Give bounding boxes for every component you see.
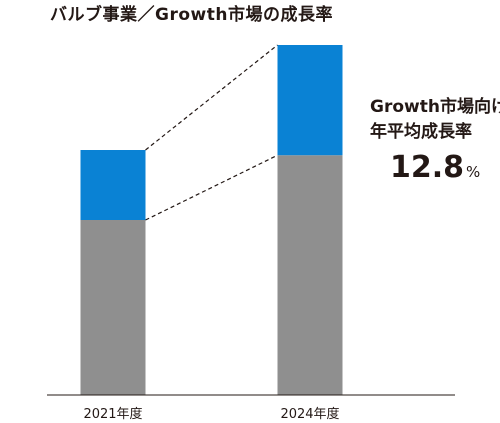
connector-line — [145, 154, 278, 221]
bar-group — [80, 45, 343, 395]
annotation-label-line2: 年平均成長率 — [370, 122, 472, 142]
chart-title: バルブ事業／Growth市場の成長率 — [50, 5, 333, 25]
annotation-label-line1: Growth市場向け — [370, 97, 500, 117]
x-tick-label: 2021年度 — [83, 406, 142, 422]
annotation-unit: % — [466, 163, 481, 181]
growth-rate-annotation: Growth市場向け 年平均成長率 12.8% — [370, 95, 500, 185]
annotation-value-wrap: 12.8% — [370, 150, 495, 185]
x-tick-labels: 2021年度 2024年度 — [83, 406, 339, 422]
bar-growth-0 — [80, 150, 146, 220]
connector-line — [145, 44, 278, 151]
bar-growth-1 — [277, 45, 343, 156]
bar-base-1 — [277, 155, 343, 395]
connector-lines — [145, 44, 278, 221]
bar-base-0 — [80, 220, 146, 395]
x-tick-label: 2024年度 — [280, 406, 339, 422]
annotation-value: 12.8 — [390, 150, 465, 185]
